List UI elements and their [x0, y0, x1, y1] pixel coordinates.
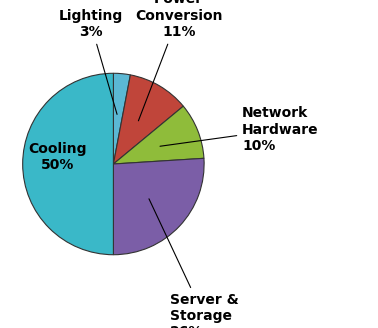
Wedge shape — [23, 73, 113, 255]
Wedge shape — [113, 75, 183, 164]
Wedge shape — [113, 106, 204, 164]
Text: Lighting
3%: Lighting 3% — [59, 9, 123, 114]
Text: Power
Conversion
11%: Power Conversion 11% — [135, 0, 223, 121]
Text: Server &
Storage
26%: Server & Storage 26% — [149, 199, 239, 328]
Text: Cooling
50%: Cooling 50% — [28, 142, 87, 172]
Text: Network
Hardware
10%: Network Hardware 10% — [160, 106, 319, 153]
Wedge shape — [113, 73, 130, 164]
Wedge shape — [113, 158, 204, 255]
